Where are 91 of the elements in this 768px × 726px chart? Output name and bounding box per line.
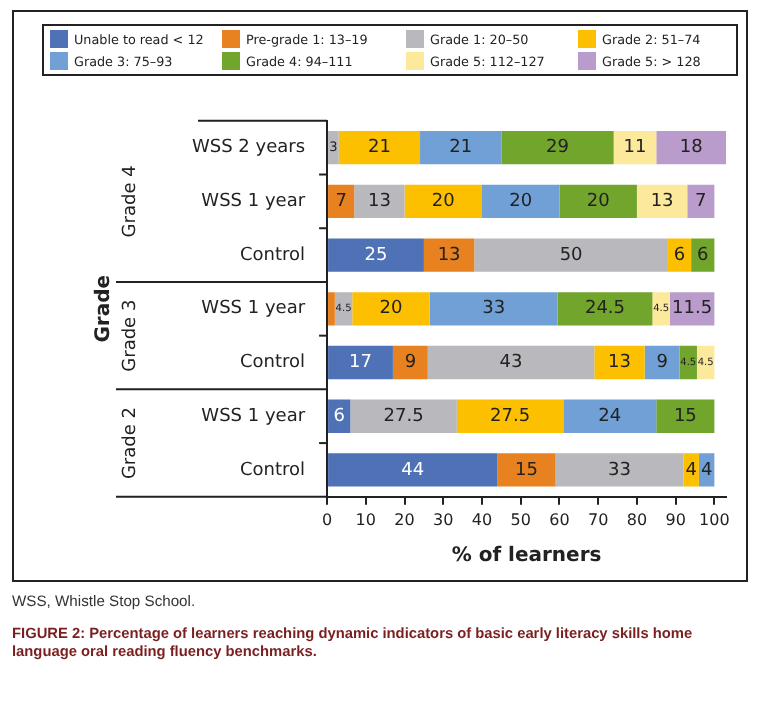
bar — [555, 453, 684, 487]
bar — [594, 345, 645, 380]
y-tick-label: Control — [239, 245, 306, 266]
data-label: 18 — [679, 138, 704, 159]
data-label: 9 — [404, 353, 417, 374]
bar — [429, 292, 558, 326]
bar — [482, 184, 560, 219]
y-tick-label: WSS 1 year — [201, 299, 306, 320]
bar — [683, 453, 699, 487]
data-label: 17 — [349, 353, 372, 374]
bar — [563, 399, 657, 433]
data-label: 15 — [673, 406, 697, 427]
x-tick-label: 40 — [471, 510, 493, 529]
data-label: 11.5 — [672, 299, 713, 320]
bar — [559, 184, 637, 219]
bar — [636, 184, 688, 219]
x-tick-label: 70 — [588, 510, 609, 529]
data-label: 20 — [379, 299, 403, 320]
bar — [687, 184, 715, 219]
bar — [328, 345, 393, 380]
bar — [352, 292, 430, 326]
bar — [474, 238, 668, 272]
data-label: 7 — [335, 192, 347, 213]
bar — [427, 345, 595, 380]
x-tick-label: 90 — [665, 510, 686, 529]
bar — [338, 131, 421, 165]
bar — [328, 292, 335, 326]
data-label: 9 — [656, 353, 669, 374]
data-label: 25 — [364, 245, 388, 266]
bar — [557, 292, 653, 326]
bar — [354, 184, 405, 219]
bar — [456, 399, 564, 433]
data-label: 27.5 — [490, 406, 531, 427]
data-label: 6 — [333, 406, 346, 427]
data-label: 24.5 — [584, 299, 626, 320]
data-label: 7 — [695, 192, 707, 213]
data-label: 20 — [431, 192, 456, 213]
bar — [423, 238, 475, 272]
x-tick-label: 10 — [355, 510, 376, 529]
bar — [497, 453, 556, 487]
bar — [392, 345, 428, 380]
data-label: 4 — [700, 460, 713, 481]
y-tick-label: Control — [239, 353, 306, 374]
data-label: 13 — [650, 192, 674, 213]
text: Grade 4 — [120, 164, 141, 238]
bar — [350, 399, 457, 433]
data-label: 20 — [509, 192, 533, 213]
x-tick-label: 60 — [549, 510, 570, 529]
y-tick-label: WSS 2 years — [191, 138, 306, 159]
bar — [644, 345, 680, 380]
y-axis-title: Grade — [93, 274, 116, 343]
x-tick-label: 80 — [626, 510, 648, 529]
x-tick-label: 30 — [433, 510, 454, 529]
y-tick-label: WSS 1 year — [201, 406, 306, 427]
data-label: 20 — [586, 192, 611, 213]
bar — [656, 399, 715, 433]
x-axis-title: % of learners — [451, 545, 602, 568]
data-label: 44 — [401, 460, 425, 481]
text: Grade 2 — [120, 407, 141, 480]
bar — [613, 131, 657, 165]
y-tick-label: Control — [239, 460, 306, 481]
data-label: 50 — [559, 245, 584, 266]
bar — [328, 238, 424, 272]
data-label: 4 — [685, 460, 698, 481]
data-label: 21 — [449, 138, 473, 159]
data-label: 13 — [437, 245, 461, 266]
data-label: 6 — [673, 245, 686, 266]
data-label: 15 — [515, 460, 538, 481]
data-label: 33 — [482, 299, 506, 320]
text: Grade 3 — [120, 299, 141, 372]
bar — [420, 131, 502, 165]
bar — [501, 131, 614, 165]
data-label: 33 — [608, 460, 631, 481]
bar — [404, 184, 482, 219]
bar — [328, 453, 498, 487]
data-label: 11 — [623, 138, 647, 159]
x-tick-label: 20 — [394, 510, 415, 529]
data-label: 13 — [608, 353, 631, 374]
bar — [328, 184, 355, 219]
data-label: 24 — [598, 406, 622, 427]
data-label: 29 — [546, 138, 570, 159]
data-label: 27.5 — [383, 406, 424, 427]
x-tick-label: 100 — [699, 510, 730, 529]
x-tick-label: 0 — [321, 510, 333, 529]
x-tick-label: 50 — [510, 510, 531, 529]
data-label: 43 — [499, 353, 523, 374]
data-label: 6 — [697, 245, 710, 266]
y-tick-label: WSS 1 year — [201, 192, 306, 213]
data-label: 13 — [367, 192, 391, 213]
data-label: 21 — [367, 138, 391, 159]
bar — [656, 131, 726, 165]
